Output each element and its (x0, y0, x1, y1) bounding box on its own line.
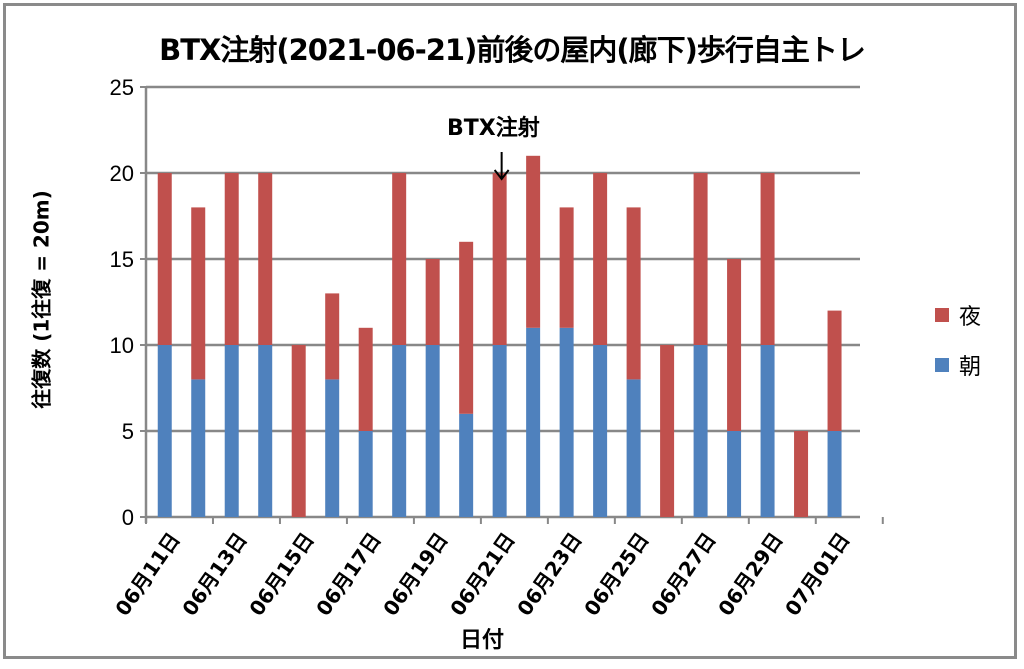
legend-label-morning: 朝 (959, 355, 982, 380)
chart-title: BTX注射(2021-06-21)前後の屋内(廊下)歩行自主トレ (159, 33, 866, 67)
morning-swatch-icon (935, 358, 949, 372)
svg-text:25: 25 (110, 75, 134, 100)
svg-text:20: 20 (110, 161, 134, 186)
svg-text:07月01日: 07月01日 (780, 528, 855, 620)
svg-text:06月17日: 06月17日 (311, 528, 386, 620)
svg-text:06月19日: 06月19日 (378, 528, 453, 620)
svg-text:06月29日: 06月29日 (713, 528, 788, 620)
svg-text:5: 5 (122, 419, 134, 444)
svg-text:06月25日: 06月25日 (579, 528, 654, 620)
svg-text:06月27日: 06月27日 (646, 528, 721, 620)
legend-label-night: 夜 (959, 305, 982, 330)
btx-annotation: BTX注射 (447, 116, 540, 141)
night-swatch-icon (935, 308, 949, 322)
legend: 夜 朝 (935, 290, 981, 390)
svg-text:15: 15 (110, 247, 134, 272)
svg-text:06月13日: 06月13日 (177, 528, 252, 620)
svg-text:06月21日: 06月21日 (445, 528, 520, 620)
legend-item-morning: 朝 (935, 340, 981, 390)
svg-text:0: 0 (122, 505, 134, 530)
svg-text:06月15日: 06月15日 (244, 528, 319, 620)
chart-frame (3, 3, 1017, 659)
svg-text:10: 10 (110, 333, 134, 358)
svg-text:06月23日: 06月23日 (512, 528, 587, 620)
legend-item-night: 夜 (935, 290, 981, 340)
x-axis-label: 日付 (460, 628, 505, 653)
svg-text:06月11日: 06月11日 (110, 528, 185, 620)
